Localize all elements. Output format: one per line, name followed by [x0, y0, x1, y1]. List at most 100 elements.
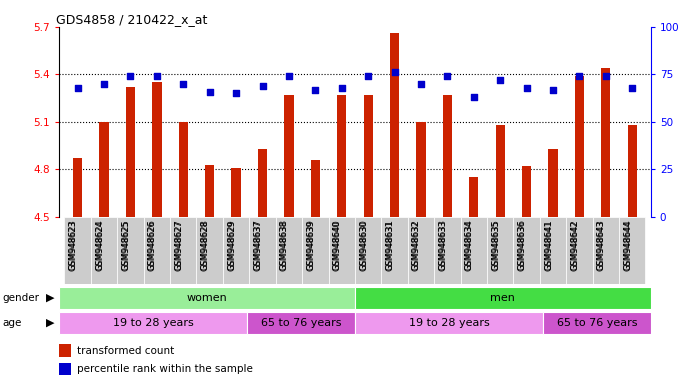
- Text: GSM948624: GSM948624: [95, 219, 104, 270]
- Point: [310, 86, 321, 93]
- Text: GSM948639: GSM948639: [306, 219, 315, 270]
- Text: GSM948624: GSM948624: [95, 220, 104, 271]
- Bar: [59, 287, 355, 309]
- Text: GSM948636: GSM948636: [518, 220, 527, 271]
- Bar: [223, 217, 249, 284]
- Bar: [496, 125, 505, 217]
- Bar: [487, 217, 514, 284]
- Bar: [59, 363, 71, 375]
- Text: GSM948626: GSM948626: [148, 220, 157, 271]
- Bar: [59, 312, 247, 334]
- Text: 19 to 28 years: 19 to 28 years: [113, 318, 193, 328]
- Text: GSM948627: GSM948627: [174, 220, 183, 271]
- Point: [521, 84, 532, 91]
- Bar: [355, 312, 543, 334]
- Bar: [143, 217, 170, 284]
- Text: GSM948630: GSM948630: [359, 219, 368, 270]
- Text: GSM948637: GSM948637: [253, 219, 262, 270]
- Bar: [179, 122, 188, 217]
- Point: [99, 81, 110, 87]
- Text: GSM948636: GSM948636: [518, 219, 527, 270]
- Point: [230, 90, 242, 96]
- Text: transformed count: transformed count: [77, 346, 174, 356]
- Bar: [567, 217, 593, 284]
- Text: GSM948628: GSM948628: [200, 220, 209, 271]
- Text: GSM948642: GSM948642: [571, 219, 580, 270]
- Point: [600, 73, 611, 79]
- Point: [574, 73, 585, 79]
- Text: GSM948632: GSM948632: [412, 219, 421, 270]
- Point: [495, 77, 506, 83]
- Point: [626, 84, 638, 91]
- Point: [468, 94, 480, 100]
- Text: GSM948628: GSM948628: [200, 219, 209, 270]
- Bar: [355, 217, 381, 284]
- Text: age: age: [2, 318, 22, 328]
- Point: [125, 73, 136, 79]
- Text: GSM948644: GSM948644: [624, 219, 632, 270]
- Point: [363, 73, 374, 79]
- Text: ▶: ▶: [46, 318, 54, 328]
- Text: ▶: ▶: [46, 293, 54, 303]
- Bar: [100, 122, 109, 217]
- Bar: [381, 217, 408, 284]
- Bar: [434, 217, 461, 284]
- Bar: [355, 287, 651, 309]
- Bar: [117, 217, 143, 284]
- Text: GDS4858 / 210422_x_at: GDS4858 / 210422_x_at: [56, 13, 207, 26]
- Text: GSM948623: GSM948623: [69, 219, 78, 270]
- Bar: [284, 95, 294, 217]
- Text: GSM948635: GSM948635: [491, 219, 500, 270]
- Bar: [540, 217, 567, 284]
- Bar: [619, 217, 645, 284]
- Text: GSM948640: GSM948640: [333, 220, 342, 271]
- Bar: [329, 217, 355, 284]
- Bar: [416, 122, 426, 217]
- Text: GSM948643: GSM948643: [597, 220, 606, 271]
- Text: GSM948629: GSM948629: [227, 220, 236, 271]
- Text: GSM948641: GSM948641: [544, 219, 553, 270]
- Text: 65 to 76 years: 65 to 76 years: [557, 318, 638, 328]
- Bar: [249, 217, 276, 284]
- Text: GSM948637: GSM948637: [253, 220, 262, 271]
- Bar: [247, 312, 355, 334]
- Bar: [126, 87, 135, 217]
- Bar: [170, 217, 196, 284]
- Point: [336, 84, 347, 91]
- Text: GSM948631: GSM948631: [386, 220, 395, 271]
- Text: 65 to 76 years: 65 to 76 years: [261, 318, 342, 328]
- Text: percentile rank within the sample: percentile rank within the sample: [77, 364, 253, 374]
- Text: women: women: [187, 293, 228, 303]
- Text: men: men: [491, 293, 515, 303]
- Text: GSM948640: GSM948640: [333, 219, 342, 270]
- Point: [442, 73, 453, 79]
- Bar: [302, 217, 329, 284]
- Bar: [196, 217, 223, 284]
- Bar: [363, 95, 373, 217]
- Bar: [469, 177, 478, 217]
- Bar: [628, 125, 637, 217]
- Text: GSM948625: GSM948625: [122, 220, 130, 271]
- Bar: [91, 217, 117, 284]
- Bar: [461, 217, 487, 284]
- Text: GSM948625: GSM948625: [122, 219, 130, 270]
- Text: GSM948634: GSM948634: [465, 219, 474, 270]
- Bar: [337, 95, 347, 217]
- Point: [548, 86, 559, 93]
- Text: GSM948630: GSM948630: [359, 220, 368, 271]
- Text: GSM948629: GSM948629: [227, 219, 236, 270]
- Bar: [443, 95, 452, 217]
- Text: GSM948623: GSM948623: [69, 220, 78, 271]
- Point: [283, 73, 294, 79]
- Text: GSM948627: GSM948627: [174, 219, 183, 270]
- Bar: [310, 160, 320, 217]
- Bar: [390, 33, 400, 217]
- Point: [177, 81, 189, 87]
- Text: GSM948641: GSM948641: [544, 220, 553, 271]
- Text: GSM948631: GSM948631: [386, 219, 395, 270]
- Point: [151, 73, 162, 79]
- Bar: [548, 149, 557, 217]
- Bar: [522, 166, 531, 217]
- Bar: [232, 168, 241, 217]
- Bar: [59, 344, 71, 357]
